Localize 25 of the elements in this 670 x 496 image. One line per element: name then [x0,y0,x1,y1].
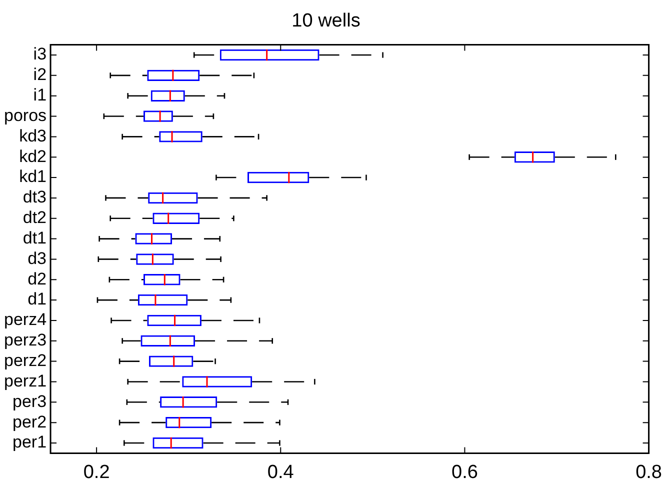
y-tick-label: dt1 [22,228,47,248]
y-tick-label: d1 [28,290,47,309]
y-tick-label: d3 [28,248,47,268]
y-tick-label: kd1 [19,167,47,186]
y-tick-label: perz2 [4,350,47,370]
x-tick-label: 0.4 [267,462,294,483]
x-tick-label: 0.8 [636,462,662,483]
y-tick-label: dt2 [22,208,47,228]
y-tick-label: per2 [12,412,47,432]
y-tick-label: i1 [33,86,47,105]
y-tick-label: kd3 [19,126,47,146]
y-tick-label: per3 [12,392,47,411]
x-tick-label: 0.2 [83,462,110,483]
y-tick-label: kd2 [19,146,47,166]
y-tick-label: dt3 [22,188,47,207]
y-tick-label: d2 [28,269,47,288]
chart-title: 10 wells [292,10,360,32]
y-tick-label: perz1 [4,371,47,390]
y-tick-label: perz4 [4,310,47,330]
y-tick-label: i3 [33,44,47,64]
y-tick-label: i2 [33,65,47,84]
y-tick-label: perz3 [4,330,47,350]
y-tick-label: poros [4,106,47,125]
x-tick-label: 0.6 [452,462,478,483]
y-tick-label: per1 [12,432,47,452]
